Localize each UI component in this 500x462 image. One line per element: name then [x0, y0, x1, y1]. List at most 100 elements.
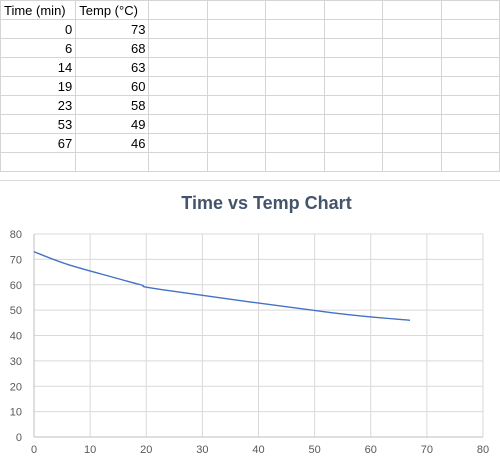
spreadsheet-grid: Time (min) Temp (°C) 0 73 6 68 14 63 19 60 23 58 53 4… [0, 0, 500, 180]
cell-time[interactable]: 53 [0, 114, 77, 134]
empty-cell[interactable] [382, 114, 442, 134]
empty-cell[interactable] [265, 152, 325, 172]
empty-cell[interactable] [382, 95, 442, 115]
empty-cell[interactable] [148, 133, 208, 153]
x-tick-label: 0 [31, 444, 37, 456]
empty-cell[interactable] [206, 57, 267, 77]
x-tick-label: 20 [140, 444, 152, 456]
cell-time[interactable]: 23 [0, 95, 77, 115]
x-tick-label: 80 [477, 444, 489, 456]
x-tick-label: 50 [309, 444, 321, 456]
empty-cell[interactable] [382, 152, 442, 172]
empty-cell[interactable] [265, 0, 325, 20]
empty-cell[interactable] [440, 133, 500, 153]
empty-cell[interactable] [323, 19, 384, 39]
empty-cell[interactable] [148, 95, 208, 115]
table-row: 53 49 [0, 114, 500, 134]
empty-cell[interactable] [265, 38, 325, 58]
empty-cell[interactable] [265, 114, 325, 134]
empty-cell[interactable] [265, 76, 325, 96]
empty-cell[interactable] [323, 57, 384, 77]
chart-area[interactable]: Time vs Temp Chart 0 10 20 30 40 50 60 70 80 0 10 2… [0, 180, 500, 462]
header-row: Time (min) Temp (°C) [0, 0, 500, 20]
empty-cell[interactable] [382, 57, 442, 77]
cell-time[interactable]: 19 [0, 76, 77, 96]
table-row: 6 68 [0, 38, 500, 58]
table-row: 23 58 [0, 95, 500, 115]
empty-cell[interactable] [440, 95, 500, 115]
empty-cell[interactable] [265, 57, 325, 77]
empty-cell[interactable] [206, 114, 267, 134]
header-temp[interactable]: Temp (°C) [75, 0, 150, 20]
empty-cell[interactable] [206, 95, 267, 115]
empty-cell[interactable] [206, 0, 267, 20]
empty-cell[interactable] [265, 95, 325, 115]
empty-cell[interactable] [323, 152, 384, 172]
empty-cell[interactable] [382, 0, 442, 20]
empty-cell[interactable] [323, 133, 384, 153]
table-row: 19 60 [0, 76, 500, 96]
empty-cell[interactable] [206, 19, 267, 39]
cell-temp[interactable]: 46 [75, 133, 150, 153]
header-time[interactable]: Time (min) [0, 0, 77, 20]
y-tick-label: 70 [10, 254, 22, 266]
empty-cell[interactable] [382, 133, 442, 153]
empty-cell[interactable] [440, 76, 500, 96]
empty-cell[interactable] [265, 19, 325, 39]
cell-temp[interactable]: 73 [75, 19, 150, 39]
time-vs-temp-chart: 0 10 20 30 40 50 60 70 80 0 10 20 30 40 50 60 70 80 [10, 229, 489, 456]
empty-cell[interactable] [440, 114, 500, 134]
cell-time[interactable]: 6 [0, 38, 77, 58]
cell-temp[interactable]: 63 [75, 57, 150, 77]
empty-cell[interactable] [148, 114, 208, 134]
empty-cell[interactable] [382, 19, 442, 39]
y-tick-label: 0 [16, 432, 22, 444]
cell-temp[interactable]: 58 [75, 95, 150, 115]
cell-temp[interactable]: 49 [75, 114, 150, 134]
cell-temp[interactable]: 60 [75, 76, 150, 96]
empty-cell[interactable] [382, 38, 442, 58]
empty-cell[interactable] [148, 76, 208, 96]
empty-cell[interactable] [206, 152, 267, 172]
empty-cell[interactable] [440, 0, 500, 20]
empty-cell[interactable] [382, 76, 442, 96]
empty-cell[interactable] [206, 133, 267, 153]
empty-cell[interactable] [323, 0, 384, 20]
empty-cell[interactable] [148, 19, 208, 39]
table-row: 0 73 [0, 19, 500, 39]
empty-cell[interactable] [148, 0, 208, 20]
x-tick-label: 10 [84, 444, 96, 456]
empty-cell[interactable] [75, 152, 150, 172]
empty-cell[interactable] [440, 38, 500, 58]
y-tick-label: 60 [10, 280, 22, 292]
x-tick-label: 30 [196, 444, 208, 456]
cell-time[interactable]: 67 [0, 133, 77, 153]
y-tick-label: 30 [10, 356, 22, 368]
x-tick-label: 60 [365, 444, 377, 456]
cell-time[interactable]: 14 [0, 57, 77, 77]
empty-cell[interactable] [323, 95, 384, 115]
series-line [33, 251, 411, 321]
y-tick-label: 10 [10, 407, 22, 419]
table-row: 67 46 [0, 133, 500, 153]
empty-cell[interactable] [323, 114, 384, 134]
empty-cell[interactable] [206, 76, 267, 96]
cell-temp[interactable]: 68 [75, 38, 150, 58]
empty-cell[interactable] [440, 57, 500, 77]
empty-cell[interactable] [206, 38, 267, 58]
empty-cell[interactable] [265, 133, 325, 153]
x-tick-label: 40 [252, 444, 264, 456]
empty-cell[interactable] [440, 152, 500, 172]
y-tick-label: 50 [10, 305, 22, 317]
empty-cell[interactable] [148, 57, 208, 77]
empty-cell[interactable] [0, 152, 77, 172]
table-row [0, 152, 500, 172]
empty-cell[interactable] [440, 19, 500, 39]
cell-time[interactable]: 0 [0, 19, 77, 39]
empty-cell[interactable] [148, 152, 208, 172]
empty-cell[interactable] [148, 38, 208, 58]
table-row: 14 63 [0, 57, 500, 77]
y-tick-label: 20 [10, 381, 22, 393]
empty-cell[interactable] [323, 38, 384, 58]
empty-cell[interactable] [323, 76, 384, 96]
